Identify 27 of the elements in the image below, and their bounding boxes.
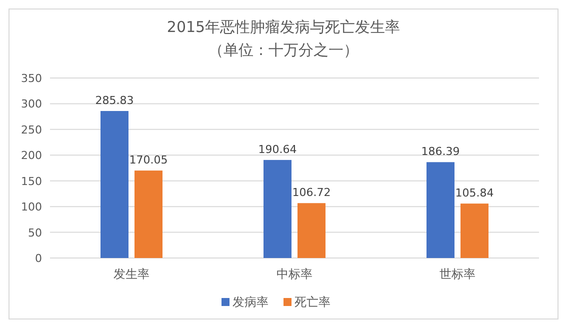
- x-tick-label: 发生率: [114, 267, 150, 281]
- bar: [264, 160, 292, 258]
- y-tick-label: 300: [21, 98, 42, 111]
- data-label: 170.05: [129, 154, 168, 167]
- bar: [460, 204, 488, 258]
- y-tick-label: 100: [21, 200, 42, 214]
- bar: [298, 203, 326, 258]
- data-label: 285.83: [95, 94, 134, 107]
- data-label: 186.39: [421, 145, 460, 158]
- legend-label: 死亡率: [294, 295, 330, 309]
- chart-title: 2015年恶性肿瘤发病与死亡发生率: [166, 18, 400, 36]
- x-tick-label: 世标率: [440, 267, 476, 281]
- data-label: 106.72: [292, 186, 331, 200]
- x-tick-label: 中标率: [276, 267, 312, 281]
- data-label: 190.64: [258, 142, 297, 156]
- y-tick-label: 150: [21, 174, 42, 188]
- y-tick-label: 250: [21, 123, 42, 136]
- y-tick-label: 200: [21, 149, 42, 162]
- y-tick-label: 350: [21, 72, 42, 85]
- bar: [134, 170, 162, 258]
- y-tick-label: 0: [35, 252, 42, 265]
- bar: [100, 111, 128, 258]
- bar: [426, 162, 454, 258]
- chart-subtitle: （单位：十万分之一）: [208, 41, 358, 59]
- y-tick-label: 50: [28, 226, 42, 240]
- data-label: 105.84: [455, 186, 494, 200]
- legend-label: 发病率: [232, 295, 268, 309]
